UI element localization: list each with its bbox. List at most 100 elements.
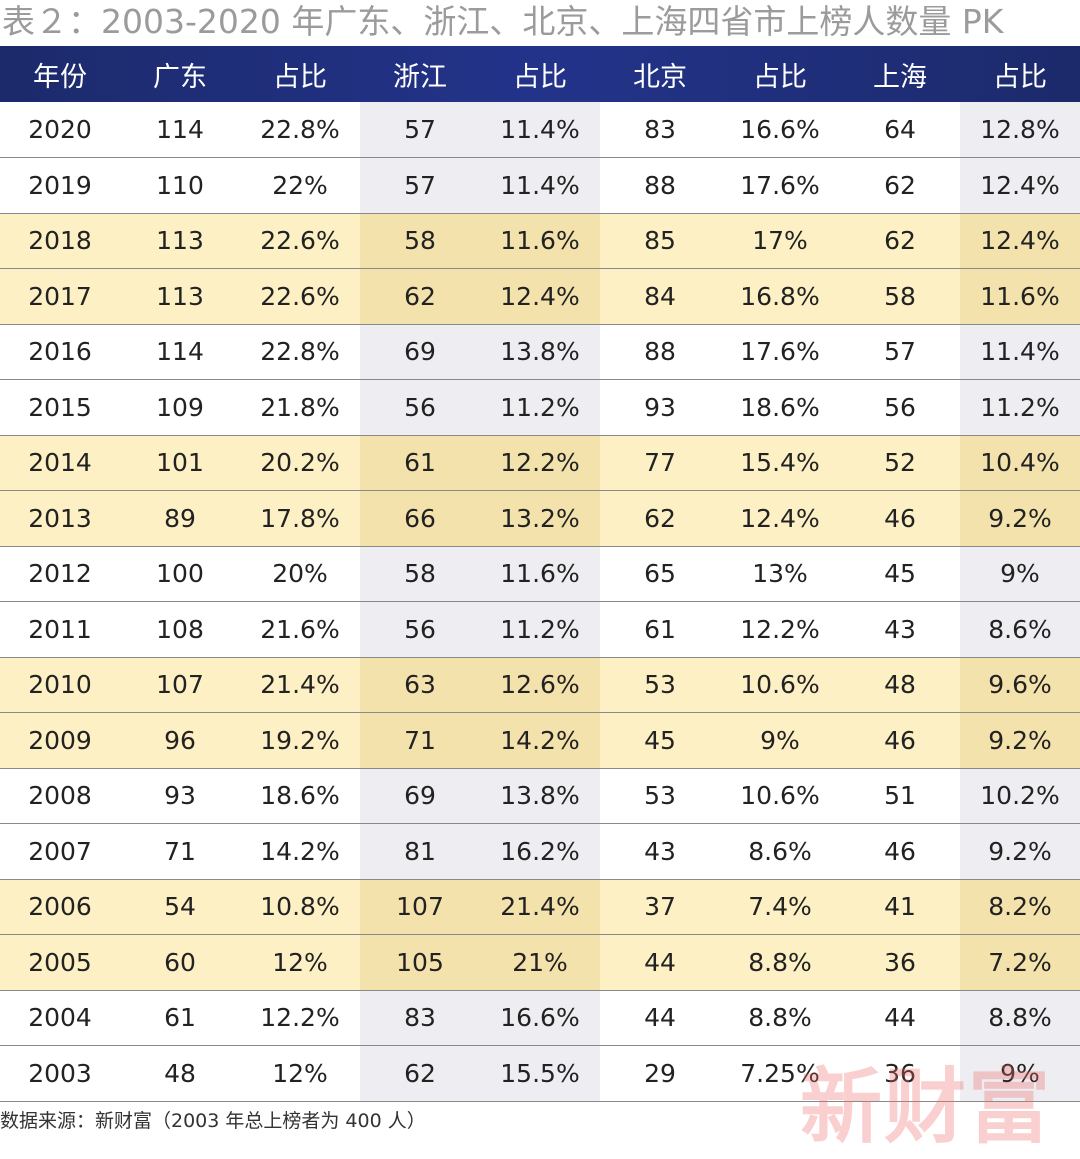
header-guangdong: 广东 bbox=[153, 61, 207, 93]
header-year: 年份 bbox=[33, 61, 87, 93]
cell-guangdong-share: 12.2% bbox=[240, 990, 360, 1046]
cell-shanghai-share: 10.2% bbox=[960, 768, 1080, 824]
cell-beijing-share: 16.8% bbox=[720, 268, 840, 325]
cell-guangdong-count: 100 bbox=[120, 546, 240, 602]
cell-zhejiang-count: 62 bbox=[360, 268, 480, 325]
cell-shanghai-count: 36 bbox=[840, 1045, 960, 1102]
cell-zhejiang-share: 21% bbox=[480, 934, 600, 991]
cell-guangdong-share: 22.6% bbox=[240, 268, 360, 325]
cell-zhejiang-count: 69 bbox=[360, 324, 480, 380]
cell-year: 2003 bbox=[0, 1045, 120, 1102]
cell-zhejiang-share: 11.6% bbox=[480, 213, 600, 269]
cell-shanghai-count: 62 bbox=[840, 213, 960, 269]
cell-shanghai-share: 11.2% bbox=[960, 379, 1080, 436]
cell-beijing-count: 61 bbox=[600, 601, 720, 658]
cell-shanghai-count: 57 bbox=[840, 324, 960, 380]
table-row: 2018 113 22.6% 58 11.6% 85 17% 62 12.4% bbox=[0, 213, 1080, 269]
cell-zhejiang-share: 11.2% bbox=[480, 379, 600, 436]
cell-beijing-share: 18.6% bbox=[720, 379, 840, 436]
header-beijing: 北京 bbox=[633, 61, 687, 93]
cell-guangdong-share: 22.8% bbox=[240, 102, 360, 158]
cell-shanghai-share: 9% bbox=[960, 546, 1080, 602]
table-body: 2020 114 22.8% 57 11.4% 83 16.6% 64 12.8% 2019 110… bbox=[0, 102, 1080, 1102]
table-row: 2017 113 22.6% 62 12.4% 84 16.8% 58 11.6% bbox=[0, 268, 1080, 325]
cell-guangdong-share: 20.2% bbox=[240, 435, 360, 491]
cell-shanghai-count: 48 bbox=[840, 657, 960, 713]
cell-beijing-count: 65 bbox=[600, 546, 720, 602]
cell-shanghai-count: 41 bbox=[840, 879, 960, 935]
cell-shanghai-count: 36 bbox=[840, 934, 960, 991]
cell-zhejiang-count: 83 bbox=[360, 990, 480, 1046]
table-header: 年份 广东 占比 浙江 占比 北京 占比 上海 占比 bbox=[0, 46, 1080, 102]
cell-zhejiang-count: 69 bbox=[360, 768, 480, 824]
cell-guangdong-count: 107 bbox=[120, 657, 240, 713]
cell-zhejiang-count: 56 bbox=[360, 601, 480, 658]
cell-guangdong-share: 22.6% bbox=[240, 213, 360, 269]
cell-beijing-share: 7.25% bbox=[720, 1045, 840, 1102]
cell-shanghai-count: 58 bbox=[840, 268, 960, 325]
cell-zhejiang-count: 57 bbox=[360, 157, 480, 214]
table-row: 2006 54 10.8% 107 21.4% 37 7.4% 41 8.2% bbox=[0, 879, 1080, 935]
table-row: 2008 93 18.6% 69 13.8% 53 10.6% 51 10.2% bbox=[0, 768, 1080, 824]
cell-zhejiang-count: 58 bbox=[360, 546, 480, 602]
cell-guangdong-share: 21.4% bbox=[240, 657, 360, 713]
cell-year: 2008 bbox=[0, 768, 120, 824]
cell-shanghai-count: 56 bbox=[840, 379, 960, 436]
cell-beijing-count: 83 bbox=[600, 102, 720, 158]
cell-guangdong-count: 54 bbox=[120, 879, 240, 935]
cell-year: 2005 bbox=[0, 934, 120, 991]
cell-beijing-count: 53 bbox=[600, 657, 720, 713]
cell-shanghai-share: 12.8% bbox=[960, 102, 1080, 158]
cell-beijing-share: 17% bbox=[720, 213, 840, 269]
page-title: 表２：2003-2020 年广东、浙江、北京、上海四省市上榜人数量 PK bbox=[2, 2, 1004, 41]
cell-guangdong-count: 93 bbox=[120, 768, 240, 824]
cell-beijing-share: 12.2% bbox=[720, 601, 840, 658]
cell-beijing-share: 8.6% bbox=[720, 823, 840, 880]
cell-year: 2004 bbox=[0, 990, 120, 1046]
cell-guangdong-count: 101 bbox=[120, 435, 240, 491]
header-zhejiang: 浙江 bbox=[393, 61, 447, 93]
cell-zhejiang-count: 105 bbox=[360, 934, 480, 991]
cell-shanghai-share: 11.4% bbox=[960, 324, 1080, 380]
header-guangdong-share: 占比 bbox=[273, 61, 327, 93]
cell-zhejiang-count: 63 bbox=[360, 657, 480, 713]
cell-zhejiang-share: 13.8% bbox=[480, 768, 600, 824]
cell-shanghai-count: 52 bbox=[840, 435, 960, 491]
table-row: 2015 109 21.8% 56 11.2% 93 18.6% 56 11.2% bbox=[0, 379, 1080, 436]
cell-shanghai-share: 12.4% bbox=[960, 157, 1080, 214]
table-row: 2009 96 19.2% 71 14.2% 45 9% 46 9.2% bbox=[0, 712, 1080, 769]
cell-beijing-share: 15.4% bbox=[720, 435, 840, 491]
cell-guangdong-share: 10.8% bbox=[240, 879, 360, 935]
cell-shanghai-count: 44 bbox=[840, 990, 960, 1046]
cell-shanghai-share: 12.4% bbox=[960, 213, 1080, 269]
cell-year: 2012 bbox=[0, 546, 120, 602]
cell-beijing-count: 44 bbox=[600, 934, 720, 991]
cell-guangdong-count: 60 bbox=[120, 934, 240, 991]
cell-zhejiang-count: 61 bbox=[360, 435, 480, 491]
cell-year: 2018 bbox=[0, 213, 120, 269]
cell-shanghai-count: 46 bbox=[840, 823, 960, 880]
cell-beijing-share: 7.4% bbox=[720, 879, 840, 935]
cell-guangdong-count: 96 bbox=[120, 712, 240, 769]
table-row: 2004 61 12.2% 83 16.6% 44 8.8% 44 8.8% bbox=[0, 990, 1080, 1046]
header-beijing-share: 占比 bbox=[753, 61, 807, 93]
cell-guangdong-count: 89 bbox=[120, 490, 240, 547]
cell-beijing-count: 77 bbox=[600, 435, 720, 491]
cell-beijing-count: 62 bbox=[600, 490, 720, 547]
cell-guangdong-count: 110 bbox=[120, 157, 240, 214]
cell-guangdong-share: 19.2% bbox=[240, 712, 360, 769]
cell-beijing-share: 13% bbox=[720, 546, 840, 602]
cell-zhejiang-count: 57 bbox=[360, 102, 480, 158]
cell-shanghai-share: 9% bbox=[960, 1045, 1080, 1102]
cell-year: 2016 bbox=[0, 324, 120, 380]
cell-zhejiang-count: 71 bbox=[360, 712, 480, 769]
cell-guangdong-share: 22% bbox=[240, 157, 360, 214]
cell-zhejiang-share: 16.2% bbox=[480, 823, 600, 880]
table-row: 2020 114 22.8% 57 11.4% 83 16.6% 64 12.8% bbox=[0, 102, 1080, 158]
cell-guangdong-share: 22.8% bbox=[240, 324, 360, 380]
cell-beijing-count: 43 bbox=[600, 823, 720, 880]
cell-year: 2017 bbox=[0, 268, 120, 325]
cell-zhejiang-share: 14.2% bbox=[480, 712, 600, 769]
cell-shanghai-share: 9.6% bbox=[960, 657, 1080, 713]
cell-guangdong-count: 108 bbox=[120, 601, 240, 658]
